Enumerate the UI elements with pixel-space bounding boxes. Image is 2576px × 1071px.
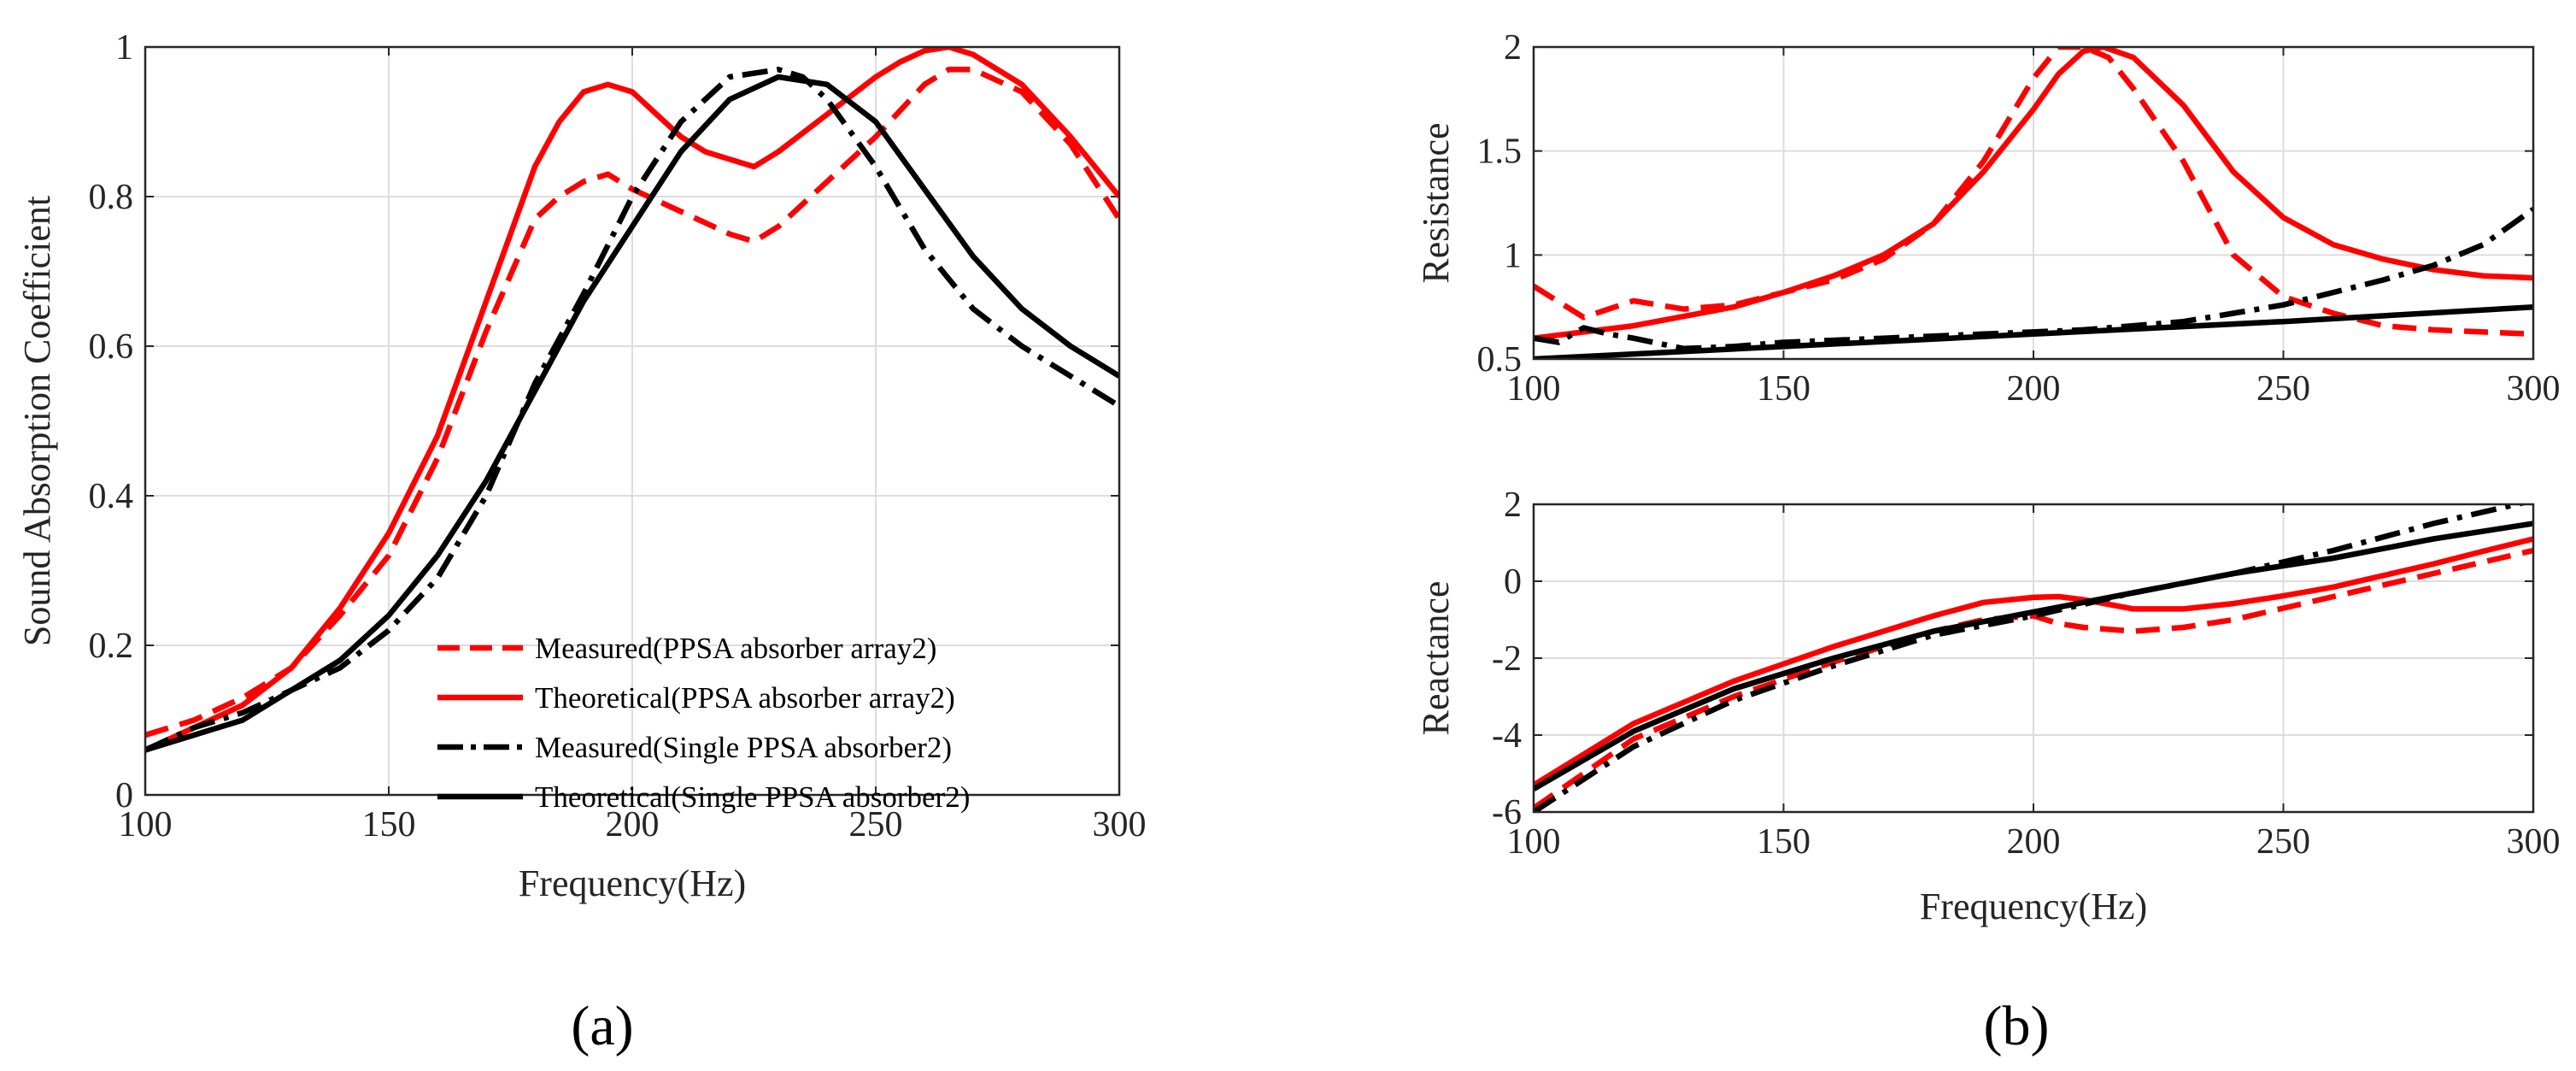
x-tick-label: 300	[2507, 369, 2561, 409]
x-axis-label: Frequency(Hz)	[1920, 886, 2147, 927]
y-tick-label: 0	[115, 776, 133, 815]
plot-frame	[1532, 45, 2535, 361]
x-tick-label: 300	[1093, 805, 1147, 844]
x-tick-label: 150	[362, 805, 416, 844]
y-axis-label: Sound Absorption Coefficient	[16, 196, 58, 646]
chart-a: 100 150 200 250 300 0 0.2 0.4 0.6 0.8 1 Frequency(H…	[16, 28, 1147, 904]
x-tick-label: 100	[119, 805, 173, 844]
panel-label-b: (b)	[1984, 995, 2050, 1057]
y-tick-label: 1	[1504, 236, 1522, 275]
series-line-measured-ppsa-absorber-array2	[145, 67, 1119, 739]
y-tick-label: 0.6	[89, 327, 134, 367]
x-tick-label: 200	[606, 805, 660, 844]
x-tick-label: 100	[1507, 822, 1561, 862]
plot-frame	[144, 45, 1121, 797]
y-tick-label: -6	[1492, 793, 1522, 833]
legend: Measured(PPSA absorber array2) Theoretica…	[437, 632, 970, 814]
series-line-theoretical-single-ppsa-absorber2	[1534, 303, 2533, 359]
series-line-measured-single-ppsa-absorber2	[145, 67, 1119, 753]
series-line-theoretical-ppsa-absorber-array2	[145, 47, 1119, 753]
legend-entry-label: Theoretical(Single PPSA absorber2)	[535, 780, 970, 814]
series-line-measured-ppsa-absorber-array2	[1534, 547, 2533, 811]
y-tick-label: -2	[1492, 639, 1522, 679]
y-tick-label: 0.8	[89, 178, 134, 217]
y-tick-label: 1	[115, 28, 133, 68]
series-line-theoretical-single-ppsa-absorber2	[1534, 521, 2533, 791]
y-tick-label: -4	[1492, 716, 1522, 756]
chart-b-reactance: 100 150 200 250 300 -6 -4 -2 0 2 Frequency(Hz) Reac…	[1415, 485, 2561, 927]
legend-entry-label: Measured(PPSA absorber array2)	[535, 632, 936, 665]
chart-b-resistance: 100 150 200 250 300 0.5 1 1.5 2 Resistance	[1415, 28, 2561, 409]
panel-label-a: (a)	[571, 995, 633, 1057]
y-axis-label: Reactance	[1415, 581, 1457, 736]
series-line-theoretical-ppsa-absorber-array2	[1534, 47, 2533, 341]
x-tick-label: 200	[2007, 369, 2061, 409]
legend-entry-label: Theoretical(PPSA absorber array2)	[535, 681, 955, 715]
y-axis-label: Resistance	[1415, 122, 1457, 283]
y-tick-label: 0.2	[89, 627, 134, 666]
y-tick-label: 2	[1504, 28, 1522, 68]
x-tick-label: 150	[1757, 369, 1810, 409]
x-tick-label: 300	[2507, 822, 2561, 862]
x-tick-label: 100	[1507, 369, 1561, 409]
x-tick-label: 250	[2256, 369, 2310, 409]
y-tick-label: 0.4	[89, 477, 134, 516]
plot-frame	[1532, 503, 2535, 814]
x-tick-label: 250	[849, 805, 903, 844]
x-tick-label: 250	[2256, 822, 2310, 862]
y-tick-label: 2	[1504, 485, 1522, 525]
x-axis-label: Frequency(Hz)	[519, 862, 746, 904]
y-tick-label: 0	[1504, 562, 1522, 602]
legend-entry-label: Measured(Single PPSA absorber2)	[535, 731, 952, 764]
series-line-measured-ppsa-absorber-array2	[1534, 47, 2533, 338]
series-line-theoretical-single-ppsa-absorber2	[145, 74, 1119, 753]
y-tick-label: 1.5	[1477, 132, 1523, 172]
x-tick-label: 200	[2007, 822, 2061, 862]
x-tick-label: 150	[1757, 822, 1810, 862]
y-tick-label: 0.5	[1477, 340, 1523, 380]
series-line-theoretical-ppsa-absorber-array2	[1534, 536, 2533, 788]
